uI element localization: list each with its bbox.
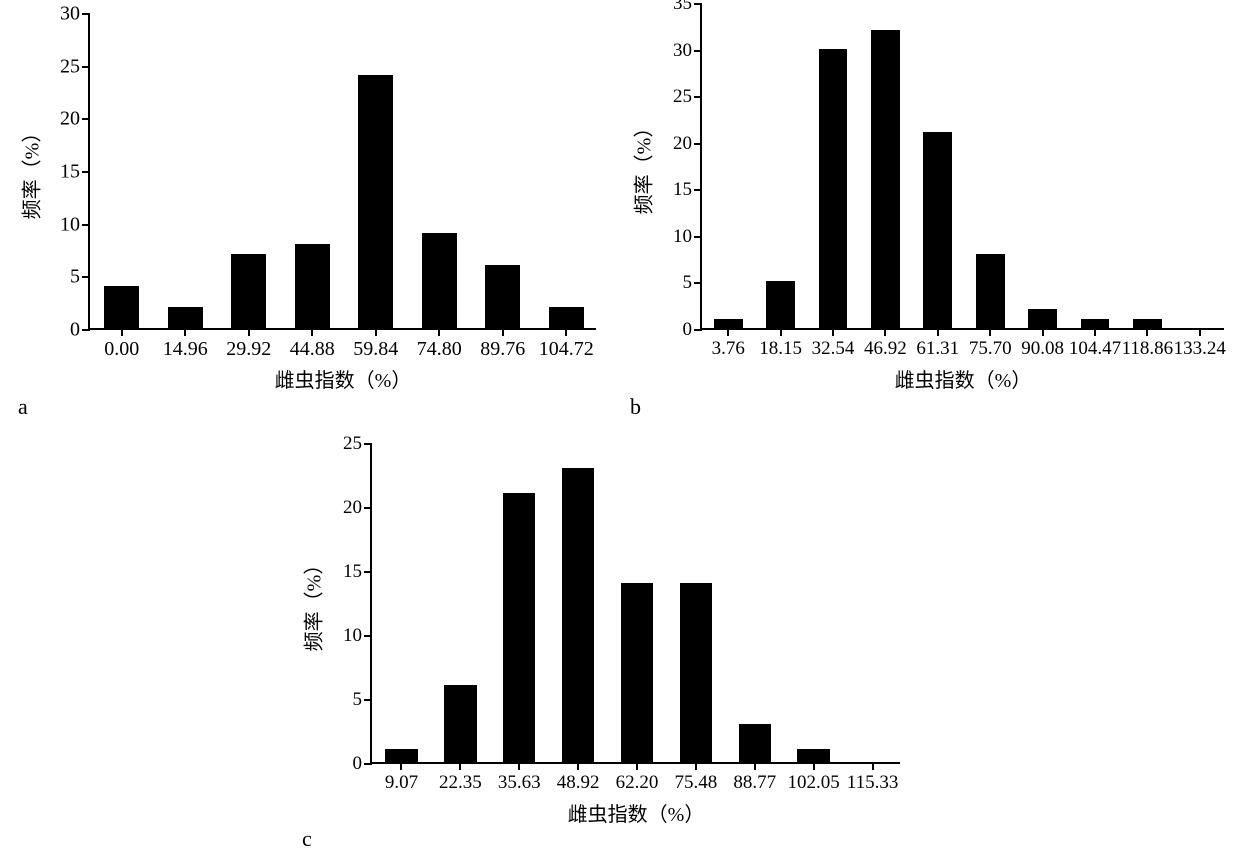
x-tick-label: 90.08 <box>1021 328 1064 360</box>
x-tick-label: 89.76 <box>480 328 525 361</box>
y-tick-label: 15 <box>343 561 372 583</box>
y-tick-label: 25 <box>343 433 372 455</box>
x-tick-label: 59.84 <box>353 328 398 361</box>
bar <box>358 75 393 328</box>
bar <box>871 30 900 328</box>
bar <box>385 749 417 762</box>
y-tick-label: 5 <box>683 272 703 294</box>
x-tick-label: 44.88 <box>290 328 335 361</box>
bar <box>739 724 771 762</box>
y-tick-label: 10 <box>343 625 372 647</box>
bar <box>819 49 848 328</box>
x-tick-label: 9.07 <box>385 762 418 794</box>
y-tick-label: 0 <box>683 319 703 341</box>
panel-label-c: c <box>302 826 312 852</box>
x-tick-label: 0.00 <box>104 328 139 361</box>
x-tick-label: 48.92 <box>557 762 600 794</box>
bar <box>231 254 266 328</box>
bar <box>485 265 520 328</box>
y-axis-title-b: 频率（%） <box>628 118 657 215</box>
y-tick-label: 10 <box>60 213 90 236</box>
bar <box>549 307 584 328</box>
bar <box>714 319 743 328</box>
bar <box>168 307 203 328</box>
bar <box>444 685 476 762</box>
x-tick-label: 104.47 <box>1069 328 1121 360</box>
x-tick-label: 22.35 <box>439 762 482 794</box>
x-tick-label: 32.54 <box>812 328 855 360</box>
x-tick-label: 18.15 <box>759 328 802 360</box>
x-tick-label: 75.70 <box>969 328 1012 360</box>
bar <box>295 244 330 328</box>
y-tick-label: 25 <box>60 55 90 78</box>
bar <box>1133 319 1162 328</box>
y-tick-label: 0 <box>70 319 90 342</box>
x-tick-label: 61.31 <box>916 328 959 360</box>
x-tick-label: 104.72 <box>539 328 594 361</box>
x-tick-label: 115.33 <box>847 762 899 794</box>
y-tick-label: 5 <box>70 266 90 289</box>
x-tick-label: 102.05 <box>788 762 840 794</box>
bar <box>766 281 795 328</box>
x-tick-label: 88.77 <box>733 762 776 794</box>
bar <box>1028 309 1057 328</box>
bar <box>422 233 457 328</box>
x-tick-label: 46.92 <box>864 328 907 360</box>
bar <box>621 583 653 762</box>
x-tick-label: 14.96 <box>163 328 208 361</box>
bar <box>104 286 139 328</box>
x-tick-label: 62.20 <box>616 762 659 794</box>
y-tick-label: 25 <box>673 86 702 108</box>
y-axis-title-a: 频率（%） <box>16 123 45 220</box>
y-tick-label: 30 <box>60 3 90 26</box>
x-tick-label: 3.76 <box>712 328 745 360</box>
bar <box>562 468 594 762</box>
x-tick-label: 75.48 <box>675 762 718 794</box>
bar <box>976 254 1005 329</box>
y-tick-label: 30 <box>673 40 702 62</box>
plot-area-a: 频率（%） 雌虫指数（%） 0510152025300.0014.9629.92… <box>88 14 596 330</box>
y-tick-label: 20 <box>673 133 702 155</box>
y-tick-label: 35 <box>673 0 702 15</box>
y-tick-label: 15 <box>673 179 702 201</box>
bar <box>680 583 712 762</box>
x-tick-label: 74.80 <box>417 328 462 361</box>
x-tick-label: 133.24 <box>1174 328 1226 360</box>
bar <box>797 749 829 762</box>
plot-area-b: 频率（%） 雌虫指数（%） 051015202530353.7618.1532.… <box>700 4 1224 330</box>
x-tick-label: 35.63 <box>498 762 541 794</box>
bar <box>503 493 535 762</box>
x-tick-label: 29.92 <box>226 328 271 361</box>
plot-area-c: 频率（%） 雌虫指数（%） 05101520259.0722.3535.6348… <box>370 444 900 764</box>
bar <box>1081 319 1110 328</box>
y-tick-label: 20 <box>343 497 372 519</box>
y-tick-label: 20 <box>60 108 90 131</box>
x-tick-label: 118.86 <box>1122 328 1174 360</box>
y-tick-label: 10 <box>673 226 702 248</box>
panel-label-a: a <box>18 394 28 420</box>
bar <box>923 132 952 328</box>
y-tick-label: 5 <box>353 689 373 711</box>
y-tick-label: 15 <box>60 161 90 184</box>
y-axis-title-c: 频率（%） <box>298 555 327 652</box>
y-tick-label: 0 <box>353 753 373 775</box>
panel-label-b: b <box>630 394 641 420</box>
